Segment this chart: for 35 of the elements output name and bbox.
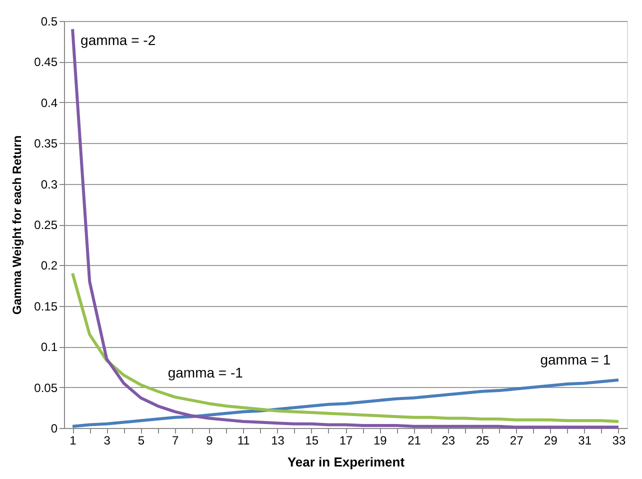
x-tick-label: 19 — [373, 434, 388, 448]
y-tick-label: 0.4 — [40, 96, 58, 110]
x-tick-label: 29 — [544, 434, 558, 448]
series-label: gamma = -2 — [80, 32, 156, 48]
y-tick-label: 0.2 — [40, 258, 58, 273]
x-tick-label: 25 — [476, 434, 490, 448]
x-tick-label: 9 — [206, 434, 214, 448]
y-tick-label: 0.45 — [34, 55, 58, 70]
y-tick-label: 0 — [50, 422, 58, 436]
y-tick-label: 0.35 — [34, 136, 58, 151]
x-tick-label: 13 — [271, 434, 285, 448]
y-tick-label: 0.3 — [40, 177, 58, 192]
x-tick-label: 5 — [138, 434, 145, 448]
x-tick-label: 1 — [70, 434, 77, 448]
x-tick-label: 15 — [305, 434, 319, 448]
y-tick-label: 0.5 — [40, 14, 58, 28]
y-tick-label: 0.1 — [40, 340, 58, 354]
x-axis-title: Year in Experiment — [287, 454, 406, 470]
x-tick-label: 3 — [104, 434, 111, 448]
x-tick-label: 7 — [172, 434, 180, 448]
y-axis-title: Gamma Weight for each Return — [10, 135, 24, 315]
x-tick-label: 31 — [578, 434, 592, 448]
line-series — [71, 272, 620, 423]
x-tick-label: 23 — [442, 434, 456, 448]
series-label: gamma = 1 — [540, 352, 611, 368]
x-tick-label: 21 — [408, 434, 422, 448]
series-label: gamma = -1 — [168, 364, 244, 380]
x-tick-label: 11 — [237, 434, 250, 448]
y-tick-label: 0.25 — [34, 218, 58, 232]
y-tick-label: 0.15 — [34, 299, 58, 314]
y-tick-label: 0.05 — [34, 380, 58, 395]
line-series — [71, 28, 620, 429]
x-tick-label: 17 — [339, 434, 353, 448]
x-tick-label: 27 — [510, 434, 524, 448]
x-tick-label: 33 — [612, 434, 626, 448]
